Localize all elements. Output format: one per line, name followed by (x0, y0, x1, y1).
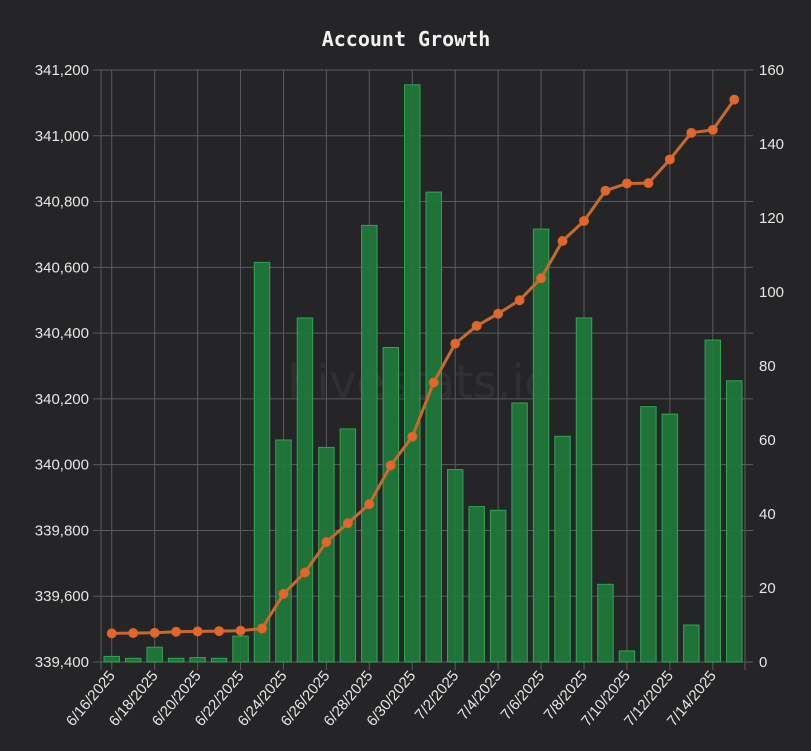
right-tick-label: 20 (759, 580, 776, 597)
bar (253, 261, 271, 663)
line-point (171, 626, 182, 637)
x-tick-label: 7/4/2025 (455, 668, 506, 724)
left-tick-label: 340,400 (35, 325, 89, 342)
right-tick-label: 160 (759, 62, 784, 79)
bar (167, 657, 185, 663)
bar (425, 191, 442, 663)
right-tick-label: 140 (759, 136, 784, 153)
bar (511, 402, 528, 663)
chart-title: Account Growth (322, 27, 491, 51)
line-point (729, 94, 740, 105)
bar (103, 655, 120, 663)
bar (446, 469, 464, 663)
bar (232, 635, 249, 663)
line-point (149, 627, 160, 638)
line-point (106, 628, 117, 639)
line-point (428, 377, 439, 388)
line-point (299, 567, 310, 578)
right-tick-label: 80 (759, 358, 776, 375)
line-point (385, 460, 396, 471)
bar (318, 446, 335, 663)
bar (124, 657, 142, 663)
bar (189, 657, 206, 663)
x-tick-label: 7/6/2025 (498, 668, 549, 724)
bar (361, 224, 378, 663)
left-tick-label: 340,000 (35, 457, 89, 474)
bar (275, 439, 292, 663)
bar (146, 646, 163, 663)
line-point (600, 185, 611, 196)
bar (640, 406, 657, 663)
left-axis: 339,400 339,600 339,800 340,000 340,200 340,4… (35, 62, 89, 671)
right-tick-label: 60 (759, 432, 776, 449)
right-tick-label: 40 (759, 506, 776, 523)
bar (661, 413, 679, 663)
line-point (192, 626, 203, 637)
line-point (235, 625, 246, 636)
left-tick-label: 341,000 (35, 128, 89, 145)
line-point (257, 623, 267, 634)
x-axis: 6/16/20256/18/20256/20/20256/22/20256/24… (63, 668, 720, 730)
line-point (278, 588, 289, 599)
bar (532, 228, 550, 663)
bar (339, 428, 357, 663)
line-point (557, 236, 568, 247)
bar (296, 317, 314, 663)
line-point (407, 431, 418, 442)
line-point (342, 518, 353, 529)
bar-series (103, 84, 743, 663)
left-tick-label: 339,400 (35, 654, 89, 671)
line-point (128, 628, 139, 639)
bar (726, 380, 743, 663)
line-point (686, 127, 697, 138)
left-tick-label: 339,600 (35, 588, 89, 605)
line-point (493, 308, 504, 319)
bar (575, 317, 593, 663)
line-point (643, 178, 654, 189)
line-point (214, 626, 225, 637)
line-point (536, 273, 547, 284)
bar (597, 583, 614, 663)
line-point (707, 124, 718, 135)
line-point (471, 320, 482, 331)
line-point (621, 178, 632, 189)
left-tick-label: 339,800 (35, 522, 89, 539)
bar (489, 509, 507, 663)
left-tick-label: 340,800 (35, 194, 89, 211)
line-point (364, 499, 375, 510)
line-point (450, 338, 461, 349)
line-point (579, 215, 589, 226)
bar (210, 657, 228, 663)
right-tick-label: 0 (759, 654, 767, 671)
bar (404, 84, 421, 663)
line-point (664, 154, 675, 165)
line-series (106, 94, 740, 639)
bar (382, 347, 400, 663)
bar (618, 650, 636, 663)
left-tick-label: 341,200 (35, 62, 89, 79)
right-tick-label: 100 (759, 284, 784, 301)
x-tick-label: 7/2/2025 (412, 668, 463, 724)
bar (704, 339, 722, 663)
right-tick-label: 120 (759, 210, 784, 227)
left-tick-label: 340,600 (35, 259, 89, 276)
left-tick-label: 340,200 (35, 391, 89, 408)
bar (683, 624, 700, 663)
right-axis: 0 20 40 60 80 100 120 140 160 (759, 62, 784, 671)
line-point (321, 536, 332, 547)
bar (468, 506, 485, 663)
line-point (514, 295, 525, 306)
bar (554, 435, 571, 663)
